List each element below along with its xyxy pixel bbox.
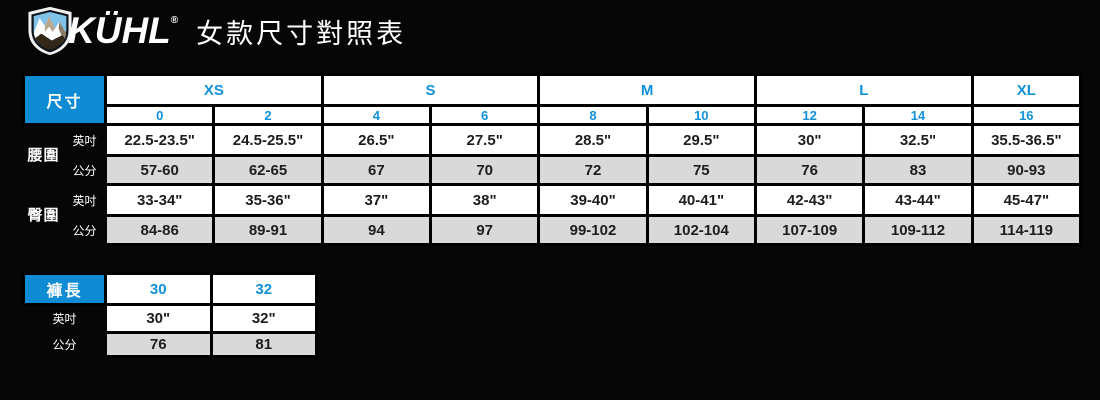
unit-label-inches: 英吋 (61, 183, 108, 217)
unit-label-inches: 英吋 (22, 303, 107, 334)
measurement-cell: 39-40" (537, 183, 649, 217)
unit-label-inches: 英吋 (61, 123, 108, 157)
measurement-cell: 75 (645, 154, 757, 186)
inseam-cm-row: 公分 76 81 (22, 331, 318, 358)
measurement-cell: 30" (104, 303, 213, 334)
size-group-header-l: L (753, 73, 974, 107)
measurement-cell: 67 (320, 154, 433, 186)
size-group-header-xs: XS (104, 73, 324, 107)
inseam-header-row: 褲長 30 32 (22, 272, 318, 306)
measurement-cell: 32" (209, 303, 318, 334)
size-number-cell: 0 (104, 104, 216, 126)
size-number-cell: 2 (212, 104, 324, 126)
size-number-cell: 8 (537, 104, 649, 126)
measurement-cell: 32.5" (862, 123, 974, 157)
hip-cm-row: 公分 84-86 89-91 94 97 99-102 102-104 107-… (24, 214, 1083, 246)
measurement-cell: 76 (753, 154, 866, 186)
measurement-cell: 33-34" (104, 183, 216, 217)
size-number-cell: 4 (320, 104, 433, 126)
row-label-hip: 臀圍 (22, 183, 65, 246)
size-number-cell: 12 (753, 104, 866, 126)
inseam-table: 褲長 30 32 英吋 30" 32" 公分 76 81 (22, 272, 318, 358)
measurement-cell: 45-47" (970, 183, 1083, 217)
measurement-cell: 24.5-25.5" (212, 123, 324, 157)
measurement-cell: 102-104 (645, 214, 757, 246)
size-group-header-xl: XL (970, 73, 1083, 107)
brand-wordmark: KÜHL® (68, 6, 178, 56)
size-group-header-s: S (320, 73, 541, 107)
measurement-cell: 114-119 (970, 214, 1083, 246)
registered-mark-icon: ® (170, 15, 179, 26)
measurement-cell: 42-43" (753, 183, 866, 217)
brand-logo-shield-icon (24, 6, 76, 56)
size-number-cell: 10 (645, 104, 757, 126)
measurement-cell: 89-91 (212, 214, 324, 246)
measurement-cell: 99-102 (537, 214, 649, 246)
size-group-header-m: M (537, 73, 757, 107)
size-number-cell: 14 (862, 104, 974, 126)
measurement-cell: 107-109 (753, 214, 866, 246)
measurement-cell: 38" (428, 183, 541, 217)
hip-inches-row: 臀圍 英吋 33-34" 35-36" 37" 38" 39-40" 40-41… (22, 183, 1083, 246)
measurement-cell: 43-44" (862, 183, 974, 217)
measurement-cell: 28.5" (537, 123, 649, 157)
inseam-size-cell: 32 (209, 272, 318, 306)
measurement-cell: 22.5-23.5" (104, 123, 216, 157)
unit-label-cm: 公分 (61, 214, 108, 246)
measurement-cell: 72 (537, 154, 649, 186)
unit-label-cm: 公分 (22, 331, 107, 358)
measurement-cell: 29.5" (645, 123, 757, 157)
brand-header: KÜHL® 女款尺寸對照表 (24, 6, 406, 56)
size-number-row: 0 2 4 6 8 10 12 14 16 (24, 104, 1083, 126)
size-number-cell: 16 (970, 104, 1083, 126)
inseam-inches-row: 英吋 30" 32" (22, 303, 318, 334)
waist-inches-row: 腰圍 英吋 22.5-23.5" 24.5-25.5" 26.5" 27.5" … (22, 123, 1083, 186)
size-number-cell: 6 (428, 104, 541, 126)
measurement-cell: 81 (209, 331, 318, 358)
waist-cm-row: 公分 57-60 62-65 67 70 72 75 76 83 90-93 (24, 154, 1083, 186)
measurement-cell: 57-60 (104, 154, 216, 186)
measurement-cell: 90-93 (970, 154, 1083, 186)
size-group-header-row: 尺寸 XS S M L XL (21, 73, 1083, 126)
measurement-cell: 30" (753, 123, 866, 157)
measurement-cell: 35-36" (212, 183, 324, 217)
measurement-cell: 83 (862, 154, 974, 186)
row-label-waist: 腰圍 (22, 123, 65, 186)
inseam-size-cell: 30 (104, 272, 213, 306)
measurement-cell: 109-112 (862, 214, 974, 246)
brand-name-text: KÜHL (68, 10, 171, 51)
measurement-cell: 35.5-36.5" (970, 123, 1083, 157)
measurement-cell: 37" (320, 183, 433, 217)
measurement-cell: 26.5" (320, 123, 433, 157)
corner-label-inseam: 褲長 (22, 272, 107, 306)
corner-label-size: 尺寸 (21, 73, 108, 126)
measurement-cell: 27.5" (428, 123, 541, 157)
measurement-cell: 40-41" (645, 183, 757, 217)
measurement-cell: 76 (104, 331, 213, 358)
measurement-cell: 94 (320, 214, 433, 246)
measurement-cell: 62-65 (212, 154, 324, 186)
size-chart-table: 尺寸 XS S M L XL 0 2 4 6 8 10 12 14 16 腰圍 … (21, 73, 1083, 246)
measurement-cell: 84-86 (104, 214, 216, 246)
unit-label-cm: 公分 (61, 154, 108, 186)
page-title: 女款尺寸對照表 (196, 18, 407, 49)
measurement-cell: 97 (428, 214, 541, 246)
measurement-cell: 70 (428, 154, 541, 186)
